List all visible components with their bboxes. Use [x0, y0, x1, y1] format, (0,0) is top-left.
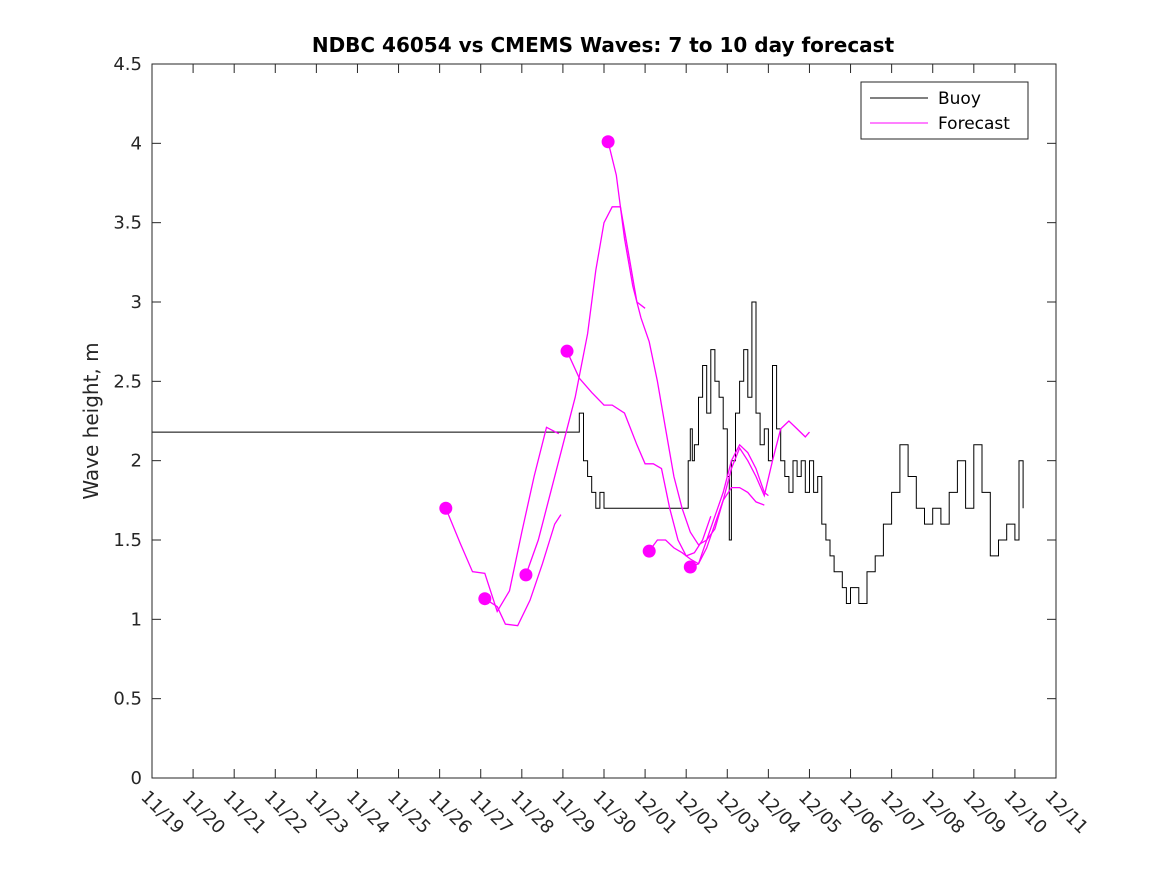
forecast-start-marker-2: [478, 592, 492, 606]
chart-title: NDBC 46054 vs CMEMS Waves: 7 to 10 day f…: [312, 33, 895, 57]
y-tick-label: 1.5: [113, 530, 142, 551]
series-forecast-6: [648, 486, 765, 565]
plot-area: [152, 135, 1024, 627]
series-forecast-2: [484, 514, 562, 627]
y-tick-label: 3: [131, 292, 142, 313]
forecast-start-marker-4: [560, 344, 574, 358]
forecast-start-marker-6: [642, 544, 656, 558]
legend-label-buoy: Buoy: [938, 89, 981, 109]
y-axis-label: Wave height, m: [79, 342, 103, 499]
forecast-start-marker-3: [519, 568, 533, 582]
y-tick-label: 4.5: [113, 54, 142, 75]
forecast-start-marker-1: [439, 501, 453, 515]
y-tick-label: 0: [131, 768, 142, 789]
legend: Buoy Forecast: [860, 81, 1029, 140]
y-axis: 0 0.5 1 1.5 2 2.5 3 3.5 4 4.5: [113, 54, 1056, 789]
y-tick-label: 2: [131, 451, 142, 472]
forecast-start-marker-5: [601, 135, 615, 149]
forecast-start-marker-7: [683, 560, 697, 574]
y-tick-label: 4: [131, 133, 142, 154]
y-tick-label: 1: [131, 609, 142, 630]
y-tick-label: 3.5: [113, 213, 142, 234]
series-forecast-1: [445, 426, 560, 613]
legend-box: [860, 81, 1029, 140]
y-tick-label: 2.5: [113, 371, 142, 392]
y-tick-label: 0.5: [113, 689, 142, 710]
series-forecast-3: [525, 206, 646, 576]
series-forecast-7: [690, 443, 769, 568]
legend-label-forecast: Forecast: [938, 114, 1010, 134]
series-forecast-4: [566, 350, 712, 557]
